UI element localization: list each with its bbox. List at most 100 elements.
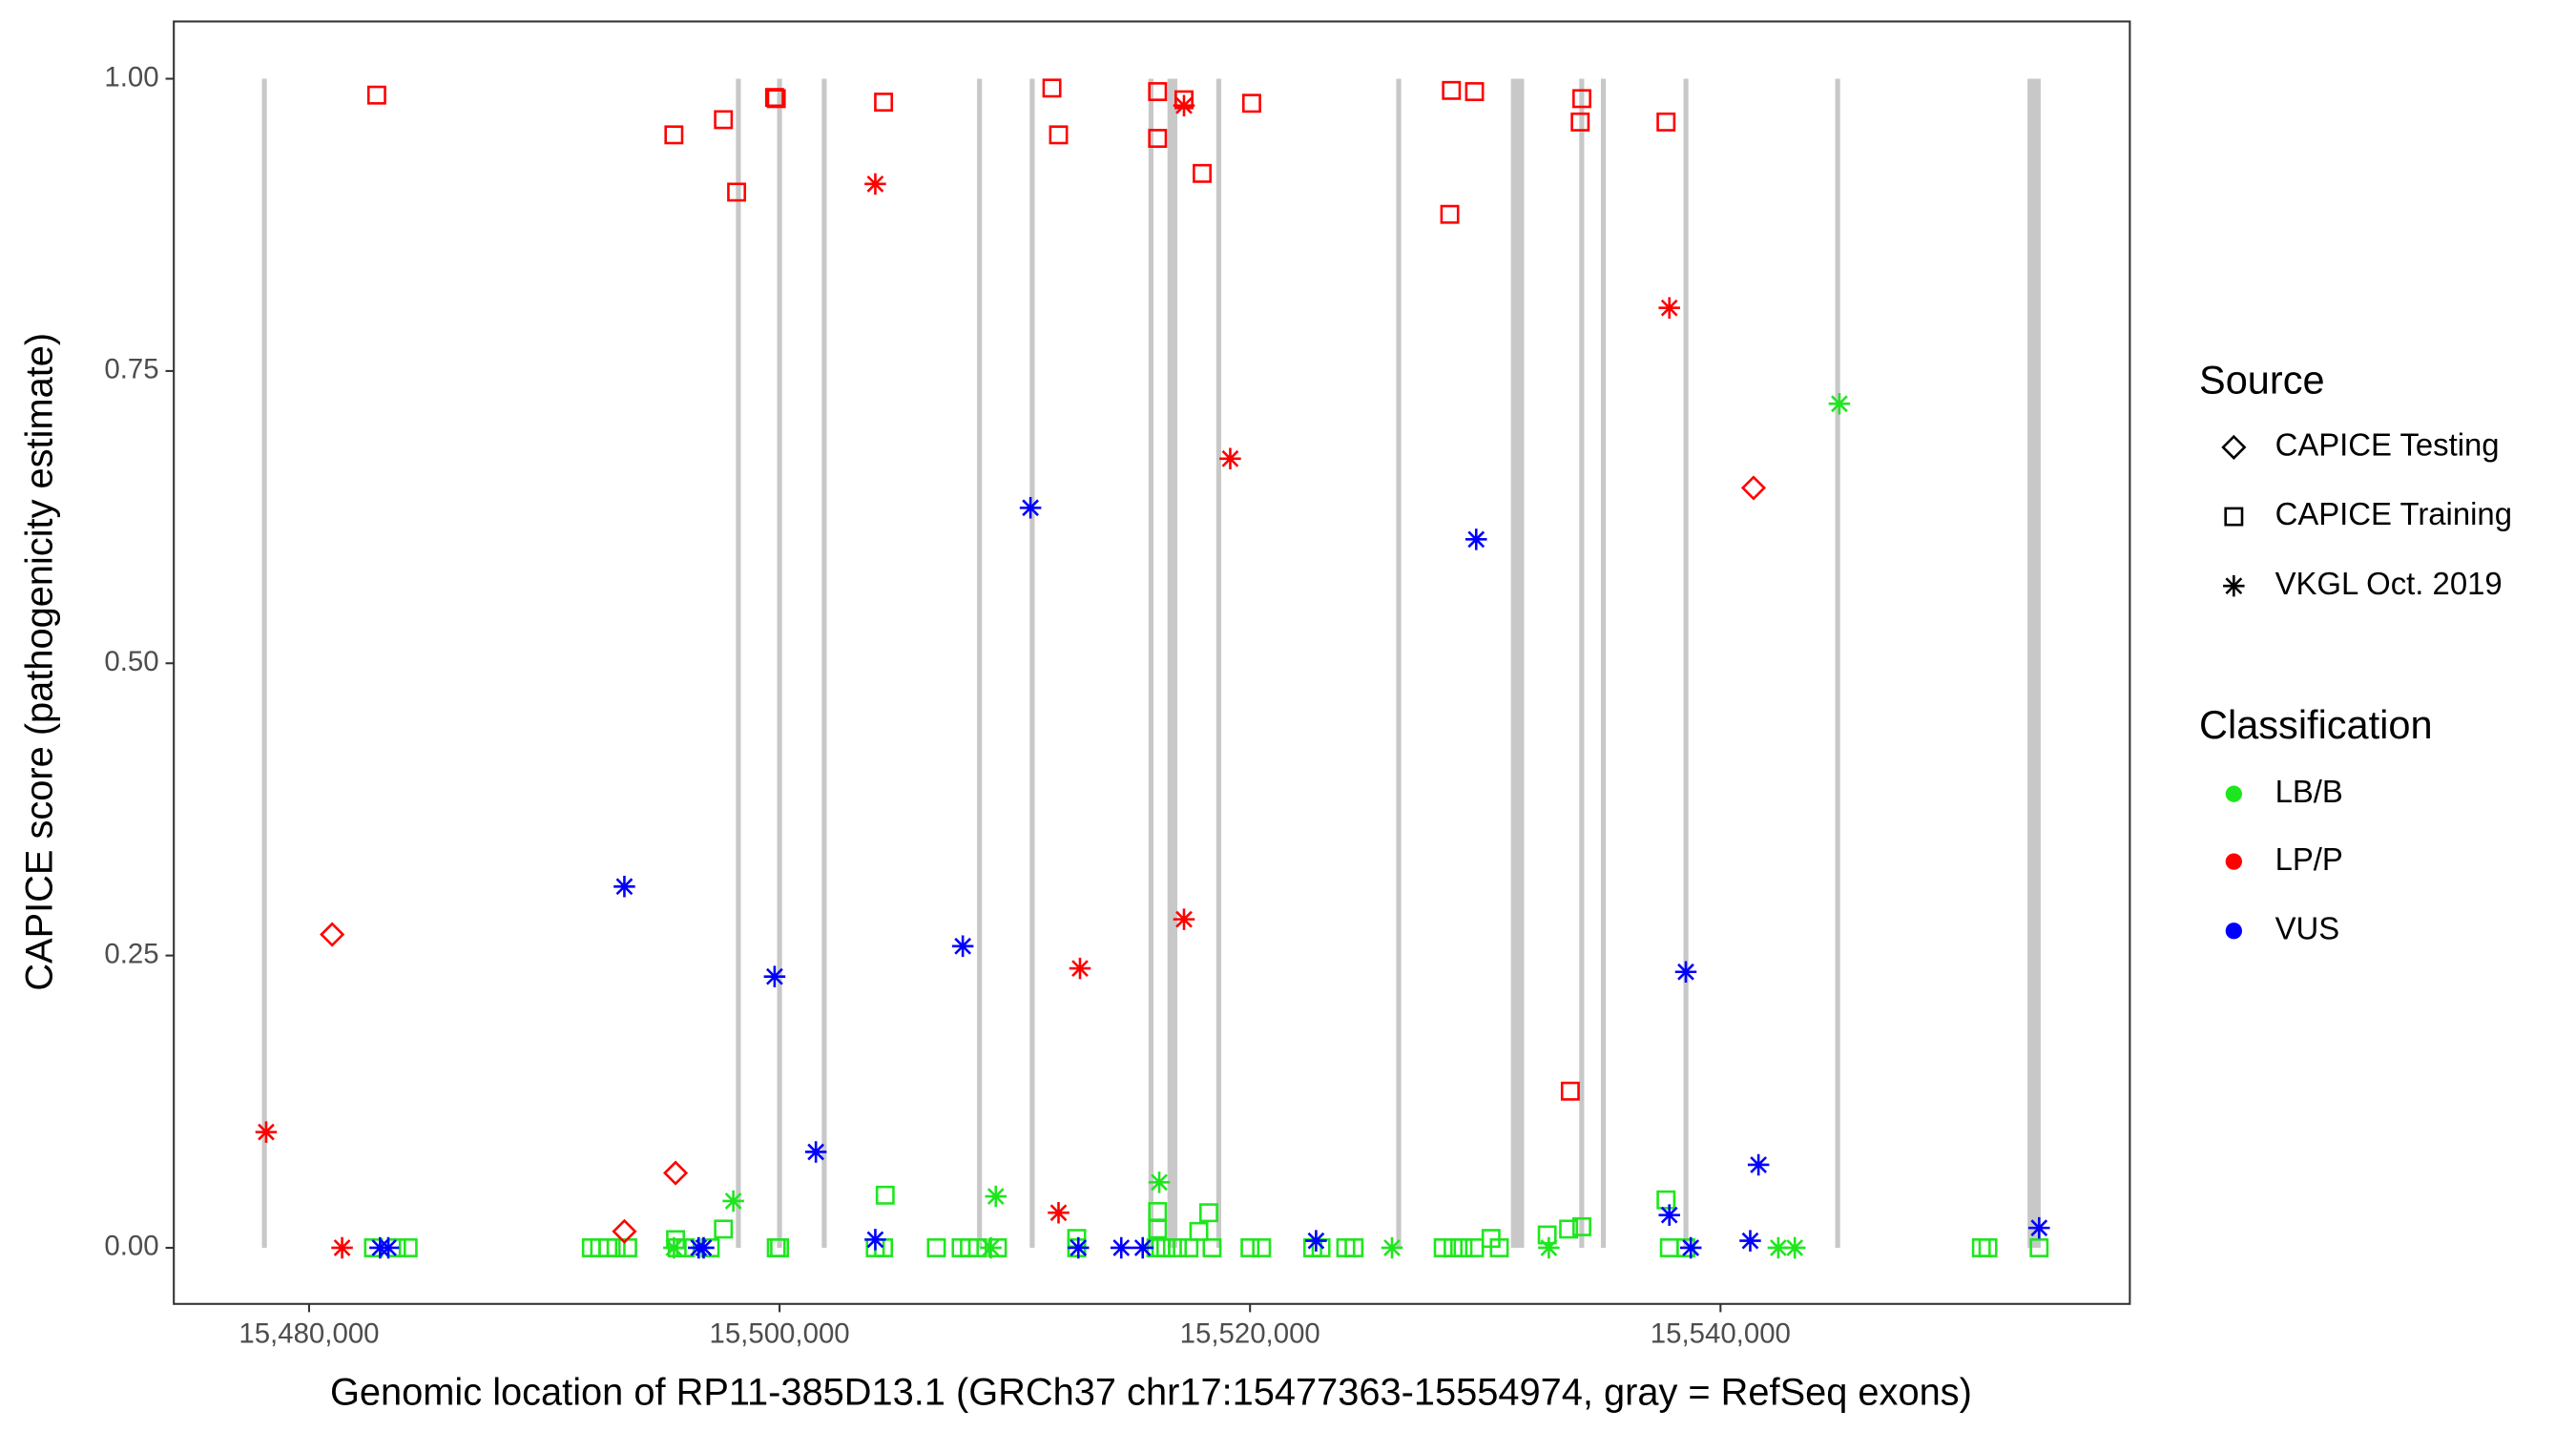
point (1148, 129, 1168, 148)
point (980, 1236, 1002, 1259)
legend-key (2225, 785, 2242, 802)
legend-title: Source (2199, 357, 2325, 402)
point (864, 173, 886, 196)
point (1828, 392, 1851, 415)
point (985, 1185, 1007, 1208)
legend-key (2225, 923, 2242, 940)
exon (1396, 78, 1402, 1248)
point (1156, 1238, 1175, 1257)
point (1168, 1238, 1188, 1257)
exon (821, 78, 827, 1248)
point (1148, 82, 1168, 101)
legend-label: CAPICE Training (2275, 496, 2512, 531)
y-tick-label: 0.75 (104, 354, 158, 385)
point (398, 1238, 418, 1257)
y-tick-label: 0.50 (104, 646, 158, 677)
point (320, 922, 345, 947)
point (951, 935, 974, 958)
point (1537, 1225, 1557, 1245)
point (693, 1236, 715, 1259)
exon (1600, 78, 1607, 1248)
point (1560, 1081, 1580, 1101)
point (1132, 1236, 1153, 1259)
point (1344, 1238, 1364, 1257)
point (1199, 1203, 1218, 1223)
x-tick-label: 15,540,000 (1651, 1317, 1791, 1349)
point (1453, 1238, 1473, 1257)
point (1570, 112, 1590, 132)
y-tick-label: 0.00 (104, 1231, 158, 1262)
point (377, 1236, 400, 1259)
point (727, 182, 747, 202)
point (1679, 1236, 1702, 1259)
point (1465, 82, 1485, 101)
point (1656, 112, 1676, 132)
point (1311, 1238, 1331, 1257)
y-tick-label: 0.25 (104, 938, 158, 969)
x-tick-label: 15,520,000 (1180, 1317, 1320, 1349)
point (613, 876, 635, 898)
legend-label: VKGL Oct. 2019 (2275, 566, 2503, 601)
point (2029, 1238, 2049, 1257)
point (1433, 1238, 1453, 1257)
point (1305, 1230, 1327, 1252)
point (1069, 957, 1091, 980)
legend-title: Classification (2199, 702, 2433, 747)
legend-label: LB/B (2275, 774, 2343, 809)
point (1048, 1201, 1070, 1224)
point (714, 110, 734, 130)
exon (977, 78, 983, 1248)
point (1068, 1236, 1090, 1259)
point (714, 1219, 734, 1239)
point (1219, 447, 1241, 470)
y-tick-label: 1.00 (104, 61, 158, 93)
legend-key (2221, 434, 2247, 460)
point (1440, 204, 1460, 224)
point (874, 93, 894, 112)
point (1381, 1236, 1403, 1259)
point (1538, 1236, 1560, 1259)
legend-key (2224, 507, 2244, 527)
point (606, 1238, 626, 1257)
point (1110, 1236, 1132, 1259)
point (766, 89, 786, 109)
point (763, 965, 786, 987)
point (1189, 1221, 1209, 1241)
point (1444, 1238, 1463, 1257)
point (864, 1229, 886, 1251)
x-tick-label: 15,480,000 (239, 1317, 379, 1349)
legend-label: CAPICE Testing (2275, 427, 2500, 463)
point (1202, 1238, 1222, 1257)
point (1042, 78, 1062, 98)
point (1465, 529, 1487, 550)
point (1173, 94, 1195, 116)
point (1978, 1238, 1998, 1257)
point (1240, 1238, 1260, 1257)
point (2028, 1216, 2050, 1239)
exon (261, 78, 267, 1248)
point (1767, 1236, 1790, 1259)
point (804, 1141, 827, 1163)
exon (1148, 78, 1153, 1248)
point (875, 1185, 895, 1205)
point (1481, 1229, 1501, 1249)
point (1241, 93, 1261, 114)
point (1019, 497, 1042, 519)
point (1148, 1172, 1171, 1193)
point (1674, 961, 1697, 984)
point (1173, 908, 1195, 930)
point (1148, 1219, 1168, 1239)
point (331, 1236, 353, 1259)
exon (1683, 78, 1689, 1248)
point (664, 125, 684, 145)
legend-key (2225, 853, 2242, 870)
y-axis-title: CAPICE score (pathogenicity estimate) (18, 333, 60, 991)
point (770, 1238, 790, 1257)
point (926, 1238, 946, 1257)
exon (2027, 78, 2041, 1248)
point (366, 85, 386, 105)
legend-label: LP/P (2275, 841, 2343, 877)
point (1572, 1216, 1591, 1236)
point (1658, 297, 1680, 319)
